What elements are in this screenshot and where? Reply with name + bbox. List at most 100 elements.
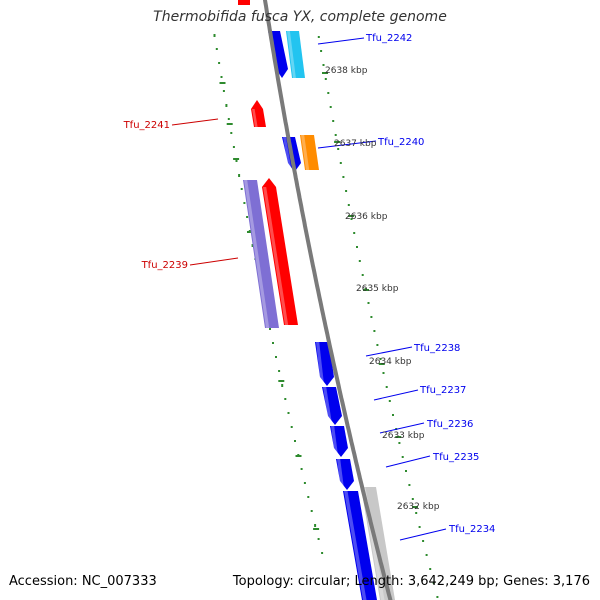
gene-highlight xyxy=(331,426,339,457)
right-track-dot xyxy=(342,176,345,178)
gene-partial-top xyxy=(238,0,250,5)
gene-label-lines: Tfu_2242 Tfu_2241 Tfu_2240 Tfu_2239 Tfu_2238… xyxy=(123,33,495,541)
left-track-dot xyxy=(278,370,281,372)
gene-callout-line xyxy=(171,118,219,126)
kbp-tick-labels: 2638 kbp 2637 kbp 2636 kbp 2635 kbp 2634 kbp… xyxy=(325,66,440,512)
right-track-dot xyxy=(329,106,332,108)
right-track-dot xyxy=(382,372,385,374)
left-track-dot xyxy=(303,482,306,484)
gene-shape xyxy=(262,178,298,325)
kbp-tick-mark xyxy=(412,506,418,508)
right-track-dot xyxy=(370,316,373,318)
gene-tfu-2239-purple xyxy=(243,180,279,328)
left-track-dot xyxy=(243,202,246,204)
left-track-dot xyxy=(220,76,223,78)
gene-label: Tfu_2234 xyxy=(448,524,495,535)
left-track-dot xyxy=(238,174,241,177)
gene-label: Tfu_2235 xyxy=(432,452,479,463)
right-track-dot xyxy=(398,442,401,444)
gene-tfu-2242-cyan xyxy=(286,31,305,78)
right-track-dot xyxy=(425,554,428,556)
left-track-dot xyxy=(300,468,303,470)
right-track-dot xyxy=(422,540,425,542)
left-track-dot xyxy=(240,188,243,190)
right-track-dot xyxy=(429,568,432,570)
left-track-dot xyxy=(235,160,238,162)
right-track-dot xyxy=(347,204,350,206)
topology-text: Topology: circular; Length: 3,642,249 bp… xyxy=(232,574,590,589)
genome-backbone xyxy=(262,0,393,600)
kbp-tick-mark xyxy=(334,141,341,143)
gene-label: Tfu_2236 xyxy=(426,419,473,430)
gene-highlight xyxy=(301,135,310,170)
gene-shape xyxy=(343,491,377,600)
gene-label: Tfu_2239 xyxy=(141,260,188,271)
gene-label: Tfu_2242 xyxy=(365,33,412,44)
gene-highlight xyxy=(283,137,292,172)
right-track-dot xyxy=(324,78,327,80)
right-track-dot xyxy=(334,134,337,136)
right-track-dot xyxy=(436,596,439,598)
right-track-dot xyxy=(339,162,342,164)
gene-tfu-2238 xyxy=(315,342,334,386)
kbp-tick-mark xyxy=(348,215,355,217)
gene-shape xyxy=(322,387,342,425)
gene-label: Tfu_2241 xyxy=(123,120,170,131)
backbone-line xyxy=(262,0,393,600)
right-track-dot xyxy=(358,260,361,262)
left-track-dash xyxy=(247,231,253,233)
left-track-dash xyxy=(226,123,233,125)
gene-label: Tfu_2238 xyxy=(413,343,460,354)
left-track-dot xyxy=(215,48,218,50)
left-track-dot xyxy=(310,510,313,512)
right-track-dot xyxy=(337,148,340,150)
left-track-dot xyxy=(284,398,287,400)
left-track-dot xyxy=(251,244,254,247)
left-track-dot xyxy=(222,90,225,92)
gene-tfu-2236 xyxy=(330,426,348,457)
left-track-dot xyxy=(314,524,317,527)
gene-features xyxy=(238,0,395,600)
gene-highlight xyxy=(263,187,289,325)
left-track-dot xyxy=(321,552,324,554)
right-track-dot xyxy=(320,50,323,52)
left-track-dot xyxy=(230,132,233,134)
left-track-dot xyxy=(232,146,235,148)
right-track-dot xyxy=(373,330,376,332)
kbp-tick-label: 2632 kbp xyxy=(397,502,440,512)
gene-highlight xyxy=(252,109,258,127)
kbp-tick-mark xyxy=(378,363,385,365)
gene-shape xyxy=(300,135,319,170)
right-track-dot xyxy=(361,274,364,276)
right-track-dot xyxy=(385,386,388,388)
right-track-dot xyxy=(367,302,370,304)
right-track-dot xyxy=(415,512,418,514)
left-track-dot xyxy=(246,216,249,218)
kbp-tick-mark xyxy=(363,289,369,291)
right-track-dot xyxy=(322,64,325,66)
right-track-dot xyxy=(317,36,320,38)
gene-highlight xyxy=(244,180,270,328)
left-dotted-track xyxy=(213,34,324,554)
right-track-dot xyxy=(408,484,411,486)
left-track-dash xyxy=(233,158,240,160)
right-track-dot xyxy=(345,190,348,192)
right-track-dot xyxy=(379,358,382,360)
right-track-dot xyxy=(432,582,435,584)
gene-shape xyxy=(330,426,348,457)
right-track-dot xyxy=(376,344,379,346)
right-dotted-track xyxy=(317,36,439,598)
gene-tfu-2240-orange xyxy=(300,135,319,170)
left-track-dot xyxy=(213,34,216,37)
gene-shape xyxy=(251,100,266,127)
left-track-dot xyxy=(272,342,274,344)
left-track-dot xyxy=(287,412,290,414)
left-track-dash xyxy=(219,82,226,84)
gene-highlight xyxy=(323,387,333,425)
right-track-dot xyxy=(356,246,358,248)
gene-highlight xyxy=(344,491,367,600)
right-track-dot xyxy=(411,498,414,500)
gene-callout-line xyxy=(189,257,239,266)
gene-shape xyxy=(315,342,334,386)
left-track-dot xyxy=(269,328,271,330)
